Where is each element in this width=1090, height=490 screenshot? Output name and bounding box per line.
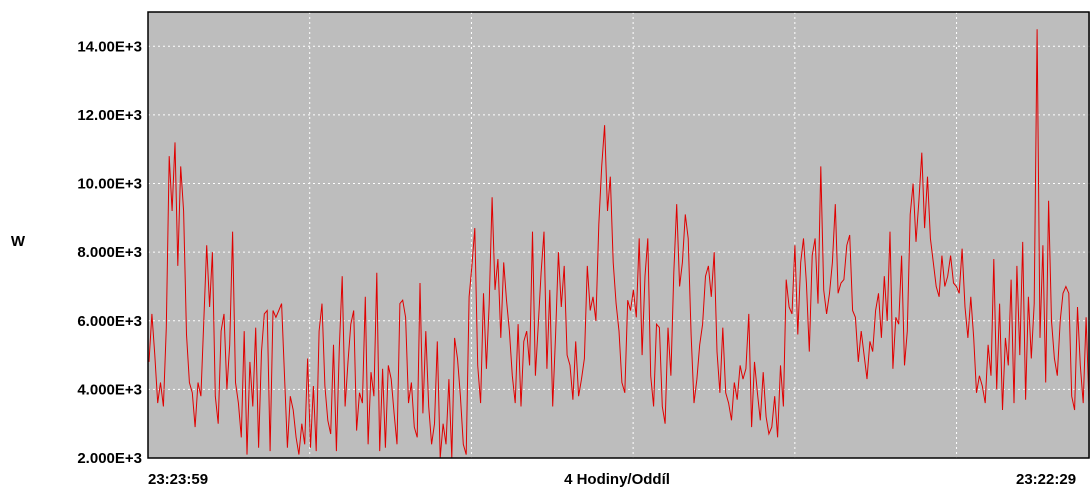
y-tick-label: 6.000E+3 [77,313,142,330]
x-end-label: 23:22:29 [1016,471,1076,488]
y-tick-label: 10.00E+3 [77,176,142,193]
plot-area [148,12,1090,458]
y-tick-label: 12.00E+3 [77,107,142,124]
x-axis-label: 4 Hodiny/Oddíl [564,471,670,488]
x-start-label: 23:23:59 [148,471,208,488]
plot-frame [147,11,1090,459]
y-tick-label: 4.000E+3 [77,381,142,398]
y-axis-label: W [11,233,26,250]
y-tick-label: 14.00E+3 [77,38,142,55]
series-line [148,29,1090,459]
y-tick-label: 2.000E+3 [77,450,142,467]
y-tick-label: 8.000E+3 [77,244,142,261]
